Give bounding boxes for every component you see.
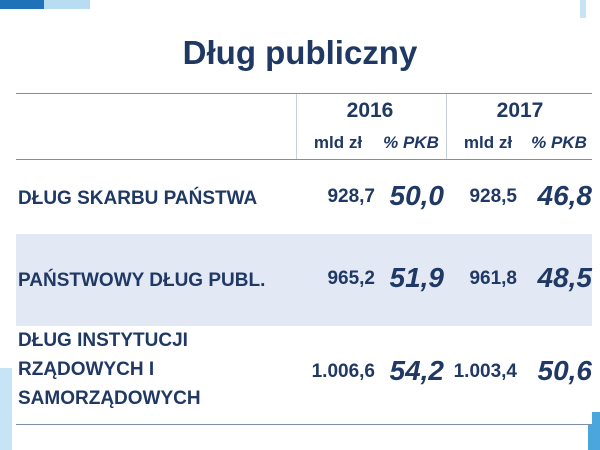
column-header-pkb: % PKB: [531, 133, 587, 152]
column-header-mld: mld zł: [313, 133, 363, 152]
row-label-panstwowy: PAŃSTWOWY DŁUG PUBL.: [18, 270, 266, 291]
table-cell: 961,8: [469, 268, 517, 289]
row-label-line: RZĄDOWYCH I: [18, 359, 155, 380]
table-cell: 1.006,6: [311, 361, 375, 382]
header-divider: [296, 94, 297, 159]
table-cell: 928,7: [327, 186, 375, 207]
row-label-instytucje: DŁUG INSTYTUCJI RZĄDOWYCH I SAMORZĄDOWYC…: [18, 326, 201, 413]
table-row-band-shaded: [16, 234, 592, 326]
table-cell: 50,0: [389, 180, 445, 211]
table-cell: 46,8: [537, 180, 593, 211]
column-header-pkb: % PKB: [383, 133, 439, 152]
table-row-band: [16, 326, 592, 424]
row-label-line: SAMORZĄDOWYCH: [18, 388, 201, 409]
table-cell: 50,6: [537, 355, 593, 386]
table-row-band: [16, 160, 592, 234]
table-cell: 48,5: [537, 262, 593, 293]
decor-bar-top-right: [580, 0, 586, 18]
decor-bar-top-left-light: [44, 0, 90, 9]
table-cell: 928,5: [469, 186, 517, 207]
table-cell: 965,2: [327, 268, 375, 289]
year-header-2016: 2016: [346, 99, 394, 122]
slide-title: Dług publiczny: [182, 34, 418, 71]
header-divider: [446, 94, 447, 159]
row-label-line: DŁUG INSTYTUCJI: [18, 330, 188, 351]
row-label-skarb: DŁUG SKARBU PAŃSTWA: [18, 188, 258, 209]
year-header-2017: 2017: [496, 99, 544, 122]
column-header-mld: mld zł: [463, 133, 513, 152]
decor-bar-top-left: [0, 0, 44, 9]
table-cell: 54,2: [389, 355, 445, 386]
table-bottom-rule: [16, 424, 592, 425]
table-top-rule: [16, 93, 592, 94]
table-header-rule: [16, 159, 592, 160]
table-cell: 51,9: [389, 262, 445, 293]
table-cell: 1.003,4: [453, 361, 517, 382]
decor-bar-bottom-left: [0, 368, 12, 450]
